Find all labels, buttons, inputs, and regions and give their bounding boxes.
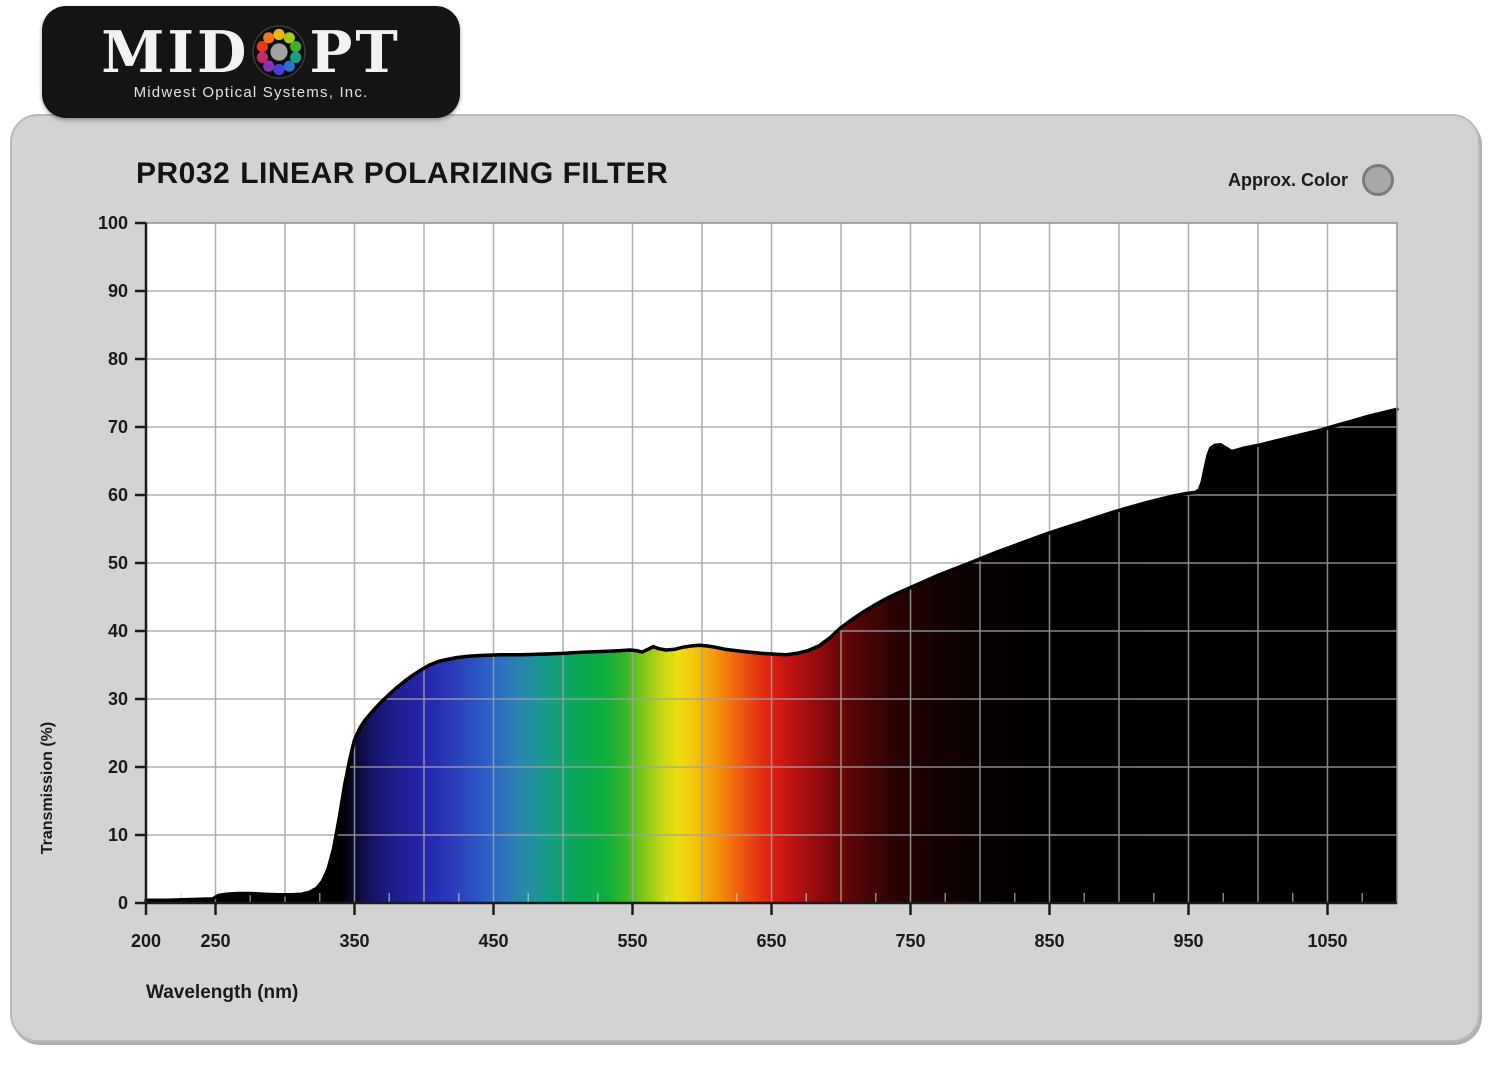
approx-color: Approx. Color xyxy=(1228,164,1394,196)
logo-subtitle: Midwest Optical Systems, Inc. xyxy=(133,83,369,101)
svg-text:450: 450 xyxy=(478,931,508,951)
svg-text:950: 950 xyxy=(1173,931,1203,951)
logo: MID PT Midwest Optical Systems, Inc. xyxy=(42,6,460,118)
gridlines xyxy=(146,223,1397,903)
product-title: LINEAR POLARIZING FILTER xyxy=(240,157,669,190)
transmission-curve xyxy=(144,407,1399,903)
y-axis-labels: 0 10 20 30 40 50 60 70 80 90 100 xyxy=(98,213,146,913)
svg-text:750: 750 xyxy=(895,931,925,951)
svg-text:850: 850 xyxy=(1034,931,1064,951)
svg-text:90: 90 xyxy=(108,281,128,301)
x-axis-labels: 200 250 350 450 550 650 750 850 950 1050 xyxy=(131,903,1348,951)
svg-text:50: 50 xyxy=(108,553,128,573)
approx-color-label: Approx. Color xyxy=(1228,169,1348,190)
logo-text-pt: PT xyxy=(309,18,401,86)
svg-text:40: 40 xyxy=(108,621,128,641)
svg-text:10: 10 xyxy=(108,825,128,845)
svg-text:100: 100 xyxy=(98,213,128,233)
svg-text:0: 0 xyxy=(118,893,128,913)
y-axis-title: Transmission (%) xyxy=(39,722,56,854)
svg-text:650: 650 xyxy=(756,931,786,951)
svg-text:20: 20 xyxy=(108,757,128,777)
logo-text-mid: MID xyxy=(101,18,250,86)
axis-titles: Wavelength (nm) Transmission (%) xyxy=(39,722,298,1003)
approx-color-swatch xyxy=(1362,164,1394,196)
logo-wordmark: MID PT xyxy=(101,24,400,81)
svg-text:250: 250 xyxy=(200,931,230,951)
color-wheel-icon xyxy=(252,25,307,79)
svg-text:30: 30 xyxy=(108,689,128,709)
svg-text:200: 200 xyxy=(131,931,161,951)
svg-text:80: 80 xyxy=(108,349,128,369)
svg-text:60: 60 xyxy=(108,485,128,505)
page-title: PR032 LINEAR POLARIZING FILTER xyxy=(136,157,668,191)
x-axis-title: Wavelength (nm) xyxy=(146,982,298,1003)
x-minor-ticks xyxy=(180,893,1363,902)
part-number: PR032 xyxy=(136,157,231,190)
svg-text:350: 350 xyxy=(339,931,369,951)
svg-text:1050: 1050 xyxy=(1307,931,1347,951)
svg-text:550: 550 xyxy=(617,931,647,951)
svg-text:70: 70 xyxy=(108,417,128,437)
